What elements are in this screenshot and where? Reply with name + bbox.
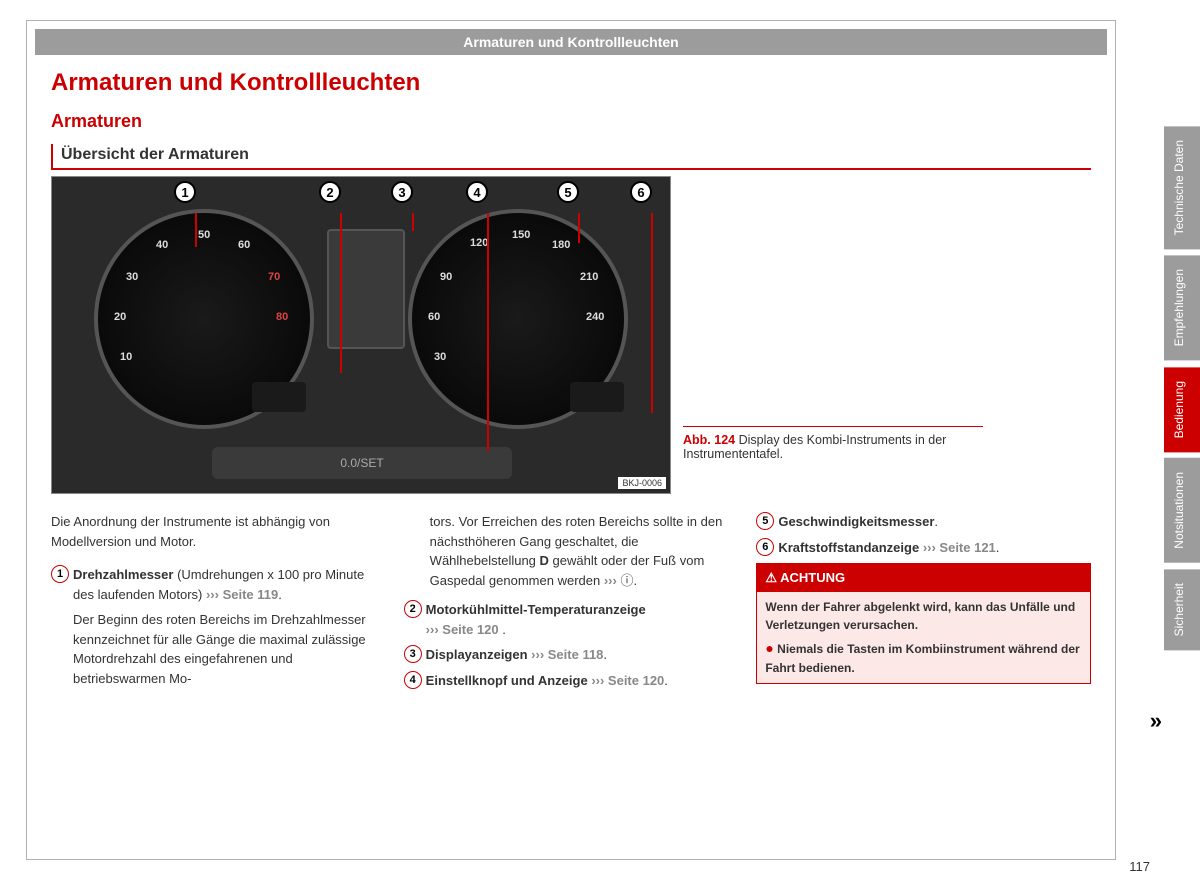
overview-heading: Übersicht der Armaturen xyxy=(51,144,1091,170)
tick: 80 xyxy=(276,311,288,323)
page-reference[interactable]: ››› Seite 120 xyxy=(426,622,499,637)
tick: 40 xyxy=(156,239,168,251)
tick: 30 xyxy=(126,271,138,283)
item-description: Der Beginn des roten Bereichs im Drehzah… xyxy=(73,610,386,688)
item-number: 5 xyxy=(756,512,774,530)
tab-bedienung[interactable]: Bedienung xyxy=(1164,367,1200,452)
tick: 10 xyxy=(120,351,132,363)
column-1: Die Anordnung der Instrumente ist abhäng… xyxy=(51,512,386,696)
dashboard-figure: 10 20 30 40 50 60 70 80 30 60 90 120 150 xyxy=(51,176,671,494)
item-title: Geschwindigkeitsmesser xyxy=(778,514,934,529)
section-header: Armaturen und Kontrollleuchten xyxy=(35,29,1107,55)
tick: 30 xyxy=(434,351,446,363)
callout-line xyxy=(195,213,197,247)
tick: 120 xyxy=(470,237,488,249)
page-reference[interactable]: ››› Seite 118 xyxy=(531,647,603,662)
continue-marker: » xyxy=(1150,708,1162,734)
callout-4: 4 xyxy=(466,181,488,203)
tick: 60 xyxy=(428,311,440,323)
list-item: 3 Displayanzeigen ››› Seite 118. xyxy=(404,645,739,665)
figure-caption: Abb. 124 Display des Kombi-Instruments i… xyxy=(683,176,983,494)
callout-5: 5 xyxy=(557,181,579,203)
list-item: 4 Einstellknopf und Anzeige ››› Seite 12… xyxy=(404,671,739,691)
tick: 90 xyxy=(440,271,452,283)
tick: 60 xyxy=(238,239,250,251)
tab-technische-daten[interactable]: Technische Daten xyxy=(1164,126,1200,249)
callout-line xyxy=(578,213,580,243)
info-reference[interactable]: ››› xyxy=(604,573,617,588)
image-id: BKJ-0006 xyxy=(618,477,666,489)
item-title: Displayanzeigen xyxy=(426,647,531,662)
callout-line xyxy=(487,213,489,451)
callout-line xyxy=(412,213,414,231)
list-item: 6 Kraftstoffstandanzeige ››› Seite 121. xyxy=(756,538,1091,558)
callout-6: 6 xyxy=(630,181,652,203)
fuel-gauge xyxy=(570,382,624,412)
page-title: Armaturen und Kontrollleuchten xyxy=(51,69,1091,97)
figure-row: 10 20 30 40 50 60 70 80 30 60 90 120 150 xyxy=(51,176,1091,494)
callout-3: 3 xyxy=(391,181,413,203)
content-area: Armaturen und Kontrollleuchten Armaturen… xyxy=(27,55,1115,696)
tick: 50 xyxy=(198,229,210,241)
coolant-gauge xyxy=(252,382,306,412)
tick: 180 xyxy=(552,239,570,251)
tab-notsituationen[interactable]: Notsituationen xyxy=(1164,458,1200,563)
callout-2: 2 xyxy=(319,181,341,203)
tick: 150 xyxy=(512,229,530,241)
callout-line xyxy=(340,213,342,373)
page-reference[interactable]: ››› Seite 120 xyxy=(591,673,664,688)
side-tabs: Technische Daten Empfehlungen Bedienung Not… xyxy=(1164,126,1200,656)
tick: 210 xyxy=(580,271,598,283)
text-columns: Die Anordnung der Instrumente ist abhäng… xyxy=(51,512,1091,696)
list-item: 1 Drehzahlmesser (Umdrehungen x 100 pro … xyxy=(51,565,386,688)
warning-header: ⚠ ACHTUNG xyxy=(757,564,1090,592)
warning-text: Wenn der Fahrer abgelenkt wird, kann das… xyxy=(765,600,1075,632)
tick: 240 xyxy=(586,311,604,323)
item-title: Motorkühlmittel-Temperaturanzeige xyxy=(426,602,646,617)
item-number: 4 xyxy=(404,671,422,689)
intro-text: Die Anordnung der Instrumente ist abhäng… xyxy=(51,512,386,551)
sub-title: Armaturen xyxy=(51,111,1091,132)
tab-empfehlungen[interactable]: Empfehlungen xyxy=(1164,255,1200,360)
column-3: 5 Geschwindigkeitsmesser. 6 Kraftstoffst… xyxy=(756,512,1091,696)
callout-1: 1 xyxy=(174,181,196,203)
item-number: 6 xyxy=(756,538,774,556)
item-number: 1 xyxy=(51,565,69,583)
page-number: 117 xyxy=(1129,859,1150,874)
item-title: Kraftstoffstandanzeige xyxy=(778,540,922,555)
tick: 70 xyxy=(268,271,280,283)
warning-box: ⚠ ACHTUNG Wenn der Fahrer abgelenkt wird… xyxy=(756,563,1091,684)
page-frame: Armaturen und Kontrollleuchten Armaturen… xyxy=(26,20,1116,860)
warning-bullet-text: Niemals die Tasten im Kombiinstrument wä… xyxy=(765,642,1079,675)
continuation-text: tors. Vor Erreichen des roten Bereichs s… xyxy=(404,512,739,590)
callout-line xyxy=(651,213,653,413)
tab-sicherheit[interactable]: Sicherheit xyxy=(1164,569,1200,650)
list-item: 2 Motorkühlmittel-Temperaturanzeige ››› … xyxy=(404,600,739,639)
page-reference[interactable]: ››› Seite 119 xyxy=(206,587,278,602)
bullet-icon: ● xyxy=(765,640,773,656)
item-title: Einstellknopf und Anzeige xyxy=(426,673,592,688)
list-item: 5 Geschwindigkeitsmesser. xyxy=(756,512,1091,532)
item-number: 2 xyxy=(404,600,422,618)
center-display xyxy=(327,229,405,349)
figure-label: Abb. 124 xyxy=(683,433,735,447)
page-reference[interactable]: ››› Seite 121 xyxy=(923,540,996,555)
set-button-strip: 0.0/SET xyxy=(212,447,512,479)
tick: 20 xyxy=(114,311,126,323)
item-number: 3 xyxy=(404,645,422,663)
item-title: Drehzahlmesser xyxy=(73,567,173,582)
column-2: tors. Vor Erreichen des roten Bereichs s… xyxy=(404,512,739,696)
